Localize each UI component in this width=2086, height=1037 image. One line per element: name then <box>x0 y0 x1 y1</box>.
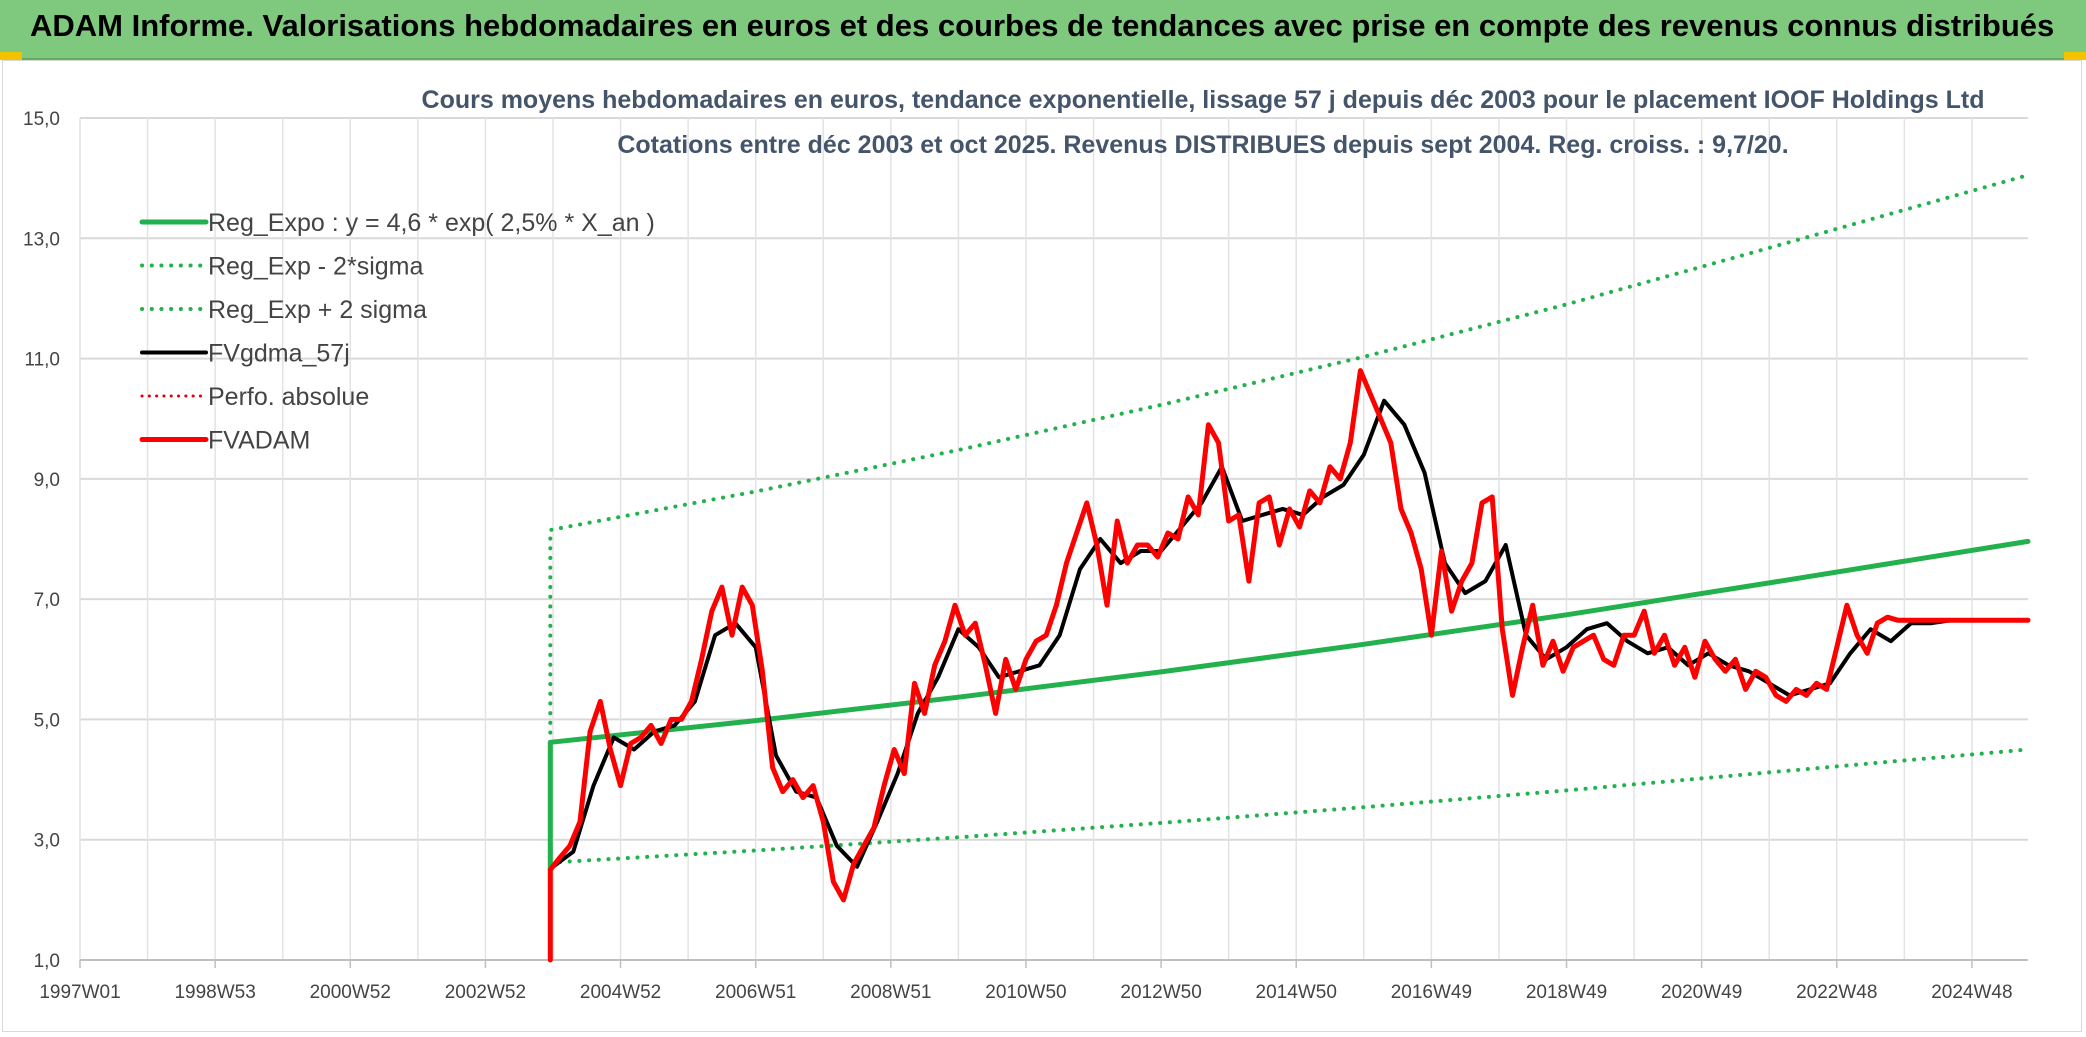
legend-label-3: FVgdma_57j <box>208 340 350 368</box>
series-line-0 <box>547 538 2031 873</box>
y-tick-label: 13,0 <box>23 229 60 250</box>
x-axis-ticks: 1997W01 1998W53 2000W52 2002W52 2004W52 2006W… <box>39 959 2028 1003</box>
report-banner: ADAM Informe. Valorisations hebdomadaire… <box>0 0 2086 60</box>
x-tick-label: 2020W49 <box>1661 982 1742 1003</box>
x-tick-label: 2006W51 <box>715 982 796 1003</box>
corner-accent-left <box>0 52 22 60</box>
x-tick-label: 1998W53 <box>174 982 255 1003</box>
x-tick-label: 2008W51 <box>850 982 931 1003</box>
y-axis-ticks: 1,0 3,0 5,0 7,0 9,0 11,0 13,0 15,0 <box>23 109 60 972</box>
y-tick-label: 3,0 <box>34 831 60 852</box>
x-tick-label: 2012W50 <box>1120 982 1201 1003</box>
y-tick-label: 9,0 <box>34 470 60 491</box>
legend-label-1: Reg_Exp - 2*sigma <box>208 253 423 281</box>
legend-label-0: Reg_Expo : y = 4,6 * exp( 2,5% * X_an ) <box>208 209 655 237</box>
y-tick-label: 5,0 <box>34 710 60 731</box>
y-tick-label: 11,0 <box>24 350 60 371</box>
report-title: ADAM Informe. Valorisations hebdomadaire… <box>30 8 2055 43</box>
x-tick-label: 2010W50 <box>985 982 1066 1003</box>
x-tick-label: 2000W52 <box>310 982 391 1003</box>
x-tick-label: 2024W48 <box>1931 982 2012 1003</box>
series-line-2 <box>548 173 2030 745</box>
series-line-3 <box>551 398 2028 869</box>
series-line-5 <box>547 368 2031 963</box>
corner-accent-right <box>2064 52 2086 60</box>
x-tick-label: 1997W01 <box>39 982 120 1003</box>
legend-label-2: Reg_Exp + 2 sigma <box>208 296 427 324</box>
legend-label-4: Perfo. absolue <box>208 383 369 411</box>
x-tick-label: 2004W52 <box>580 982 661 1003</box>
x-tick-label: 2014W50 <box>1256 982 1337 1003</box>
legend: Reg_Expo : y = 4,6 * exp( 2,5% * X_an ) R… <box>139 209 655 455</box>
x-tick-label: 2002W52 <box>445 982 526 1003</box>
x-tick-label: 2022W48 <box>1796 982 1877 1003</box>
x-tick-label: 2018W49 <box>1526 982 1607 1003</box>
y-tick-label: 1,0 <box>34 951 60 972</box>
grid-lines <box>79 117 2028 961</box>
series-lines <box>547 173 2031 963</box>
y-tick-label: 7,0 <box>34 590 60 611</box>
y-tick-label: 15,0 <box>23 109 60 130</box>
chart-title: Cours moyens hebdomadaires en euros, ten… <box>421 86 1985 114</box>
chart-frame <box>2 60 2082 1032</box>
chart-subtitle: Cotations entre déc 2003 et oct 2025. Re… <box>617 131 1789 159</box>
x-tick-label: 2016W49 <box>1391 982 1472 1003</box>
legend-label-5: FVADAM <box>208 427 310 455</box>
